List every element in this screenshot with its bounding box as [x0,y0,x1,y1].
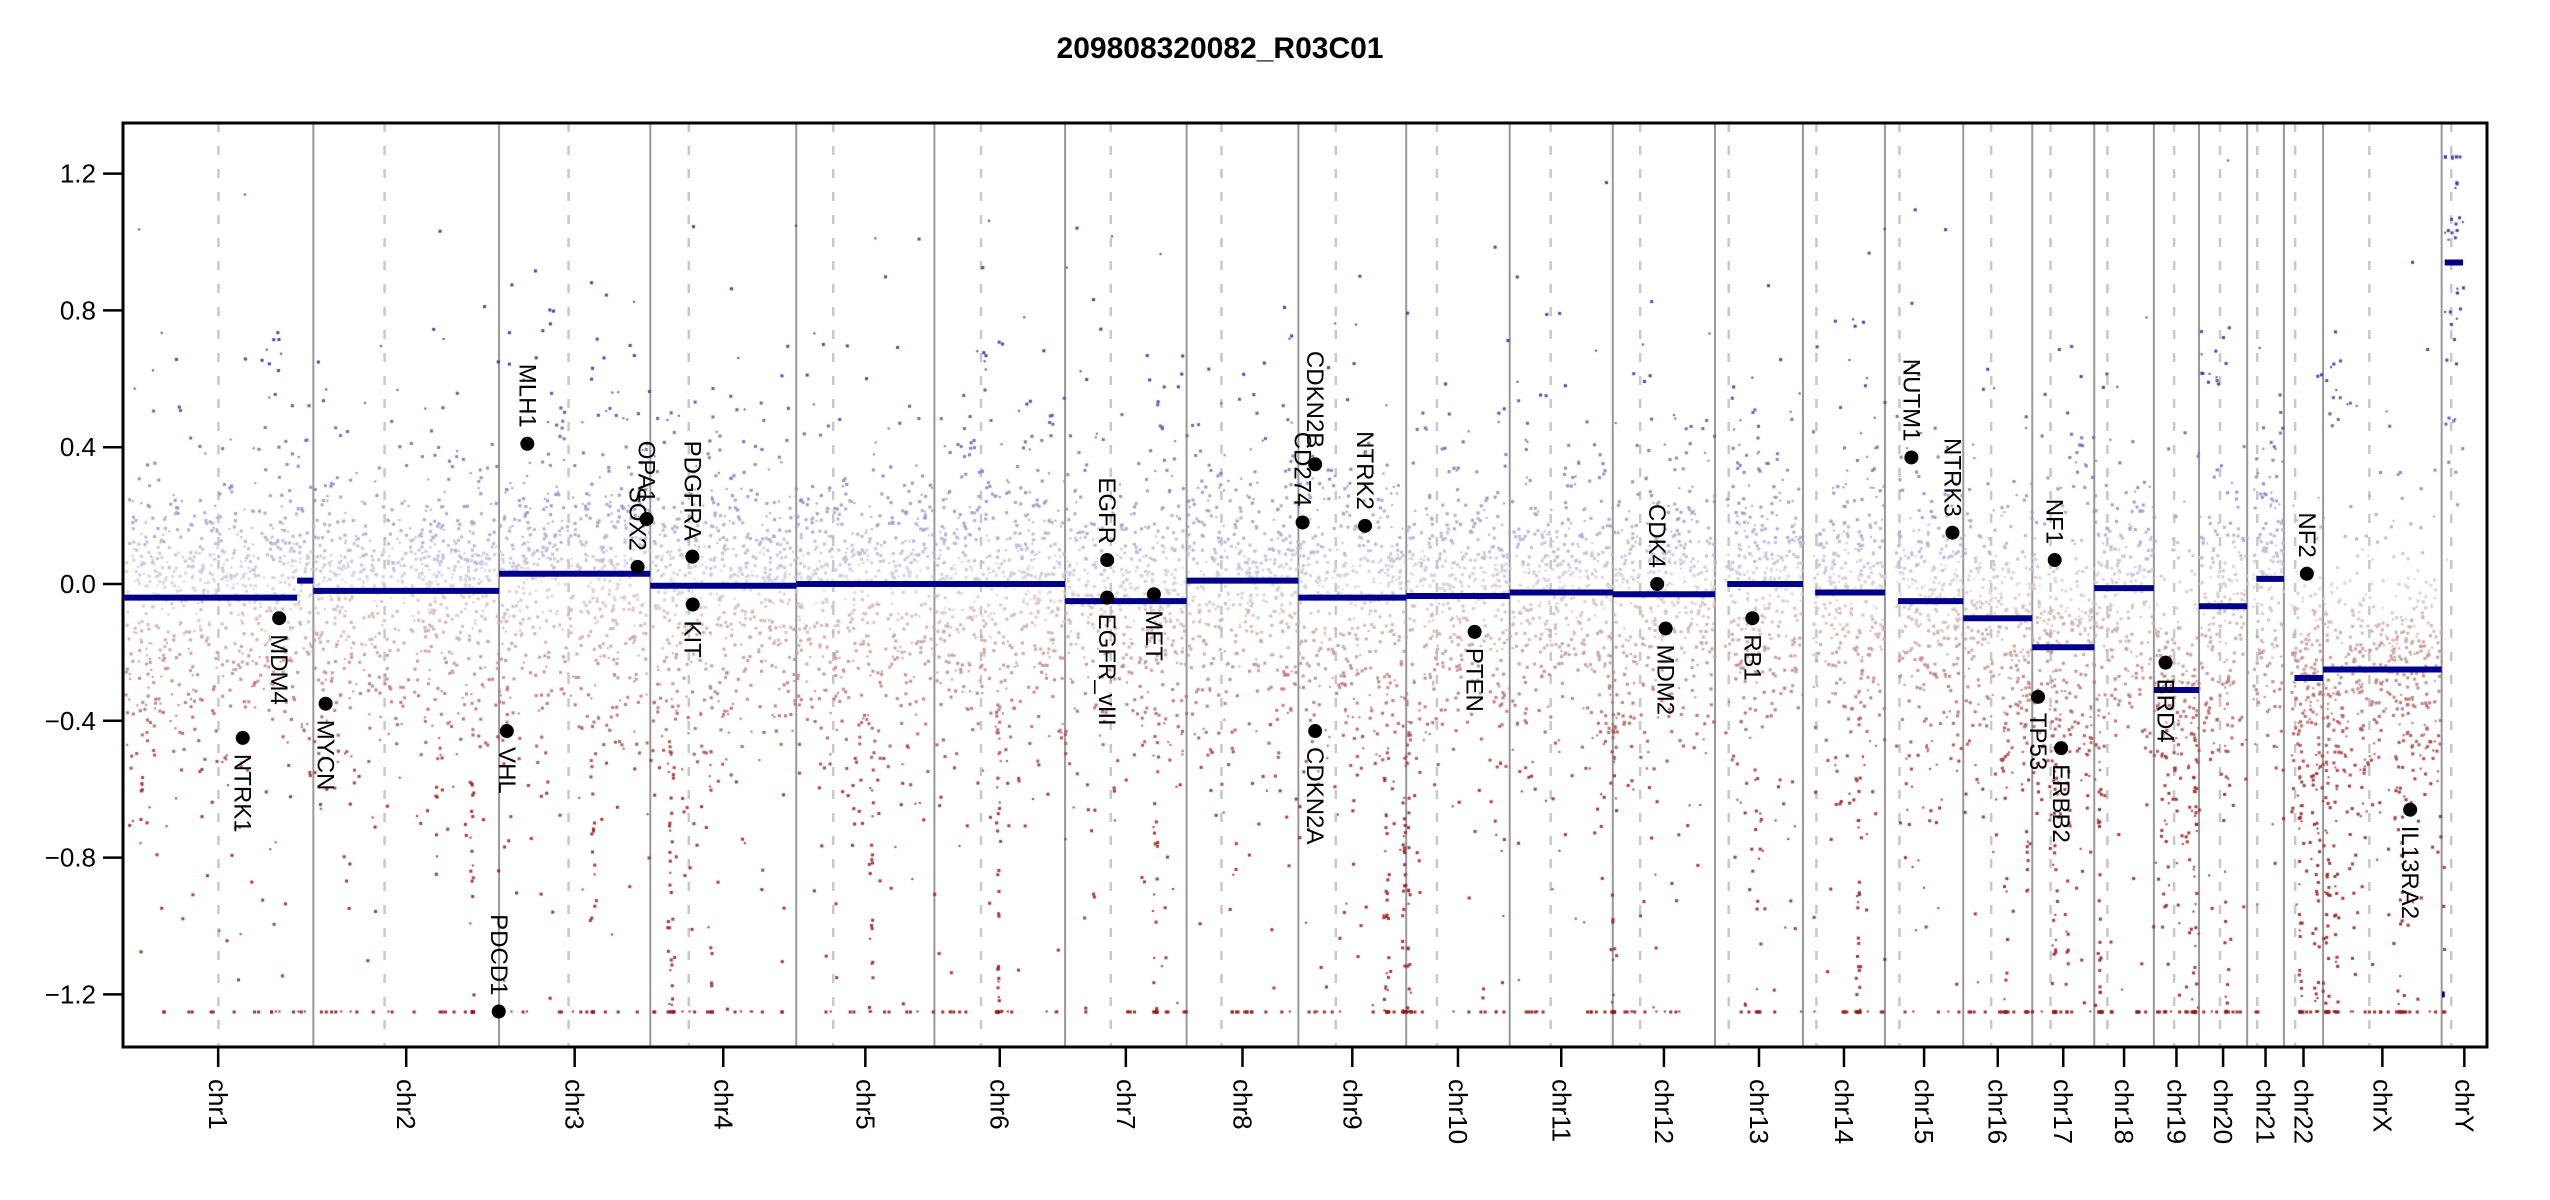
x-tick-label-chr13: chr13 [1744,1079,1774,1144]
gene-label-NTRK2: NTRK2 [1351,431,1378,510]
gene-label-NTRK1: NTRK1 [229,754,256,833]
gene-dot-TP53 [2031,689,2046,704]
x-tick-label-chr9: chr9 [1337,1079,1367,1130]
gene-label-NTRK3: NTRK3 [1938,438,1965,517]
plot-title: 209808320082_R03C01 [1057,32,1384,65]
x-tick-label-chrY: chrY [2449,1079,2479,1132]
gene-dot-CDKN2A [1308,724,1323,739]
gene-dot-NTRK1 [235,730,250,745]
x-tick-label-chr10: chr10 [1443,1079,1473,1144]
gene-dot-EGFR [1100,553,1115,568]
x-tick-label-chr20: chr20 [2208,1079,2238,1144]
gene-dot-CD274 [1295,515,1310,530]
y-tick-label-−0.8: −0.8 [45,843,96,873]
gene-label-RB1: RB1 [1738,634,1765,681]
gene-dot-IL13RA2 [2403,802,2418,817]
gene-dot-MDM4 [272,611,287,626]
plot-frame [121,121,2489,1049]
gene-dot-EGFR_vIII [1100,590,1115,605]
gene-label-MET: MET [1140,610,1167,661]
y-tick-label-−1.2: −1.2 [45,979,96,1009]
gene-dot-SOX2 [630,559,645,574]
x-tick-label-chr7: chr7 [1111,1079,1141,1130]
gene-dot-NF2 [2299,566,2314,581]
gene-dot-CDKN2B [1308,457,1323,472]
gene-label-PDGFRA: PDGFRA [678,441,705,541]
gene-label-CDK4: CDK4 [1643,504,1670,568]
gene-dot-VHL [499,724,514,739]
x-tick-label-chr17: chr17 [2048,1079,2078,1144]
gene-dot-MET [1146,587,1161,602]
gene-dot-MYCN [318,696,333,711]
gene-dot-OPA1 [639,512,654,527]
gene-label-BRD4: BRD4 [2152,679,2179,743]
gene-dot-MLH1 [520,436,535,451]
gene-label-CDKN2B: CDKN2B [1301,351,1328,448]
gene-label-NF1: NF1 [2041,499,2068,544]
gene-label-TP53: TP53 [2024,713,2051,770]
gene-dot-PDGFRA [685,549,700,564]
gene-dot-PTEN [1467,624,1482,639]
gene-label-KIT: KIT [679,621,706,659]
gene-label-NF2: NF2 [2293,512,2320,557]
x-tick-label-chr21: chr21 [2251,1079,2281,1144]
x-tick-label-chrX: chrX [2367,1079,2397,1132]
gene-dot-NTRK3 [1945,525,1960,540]
gene-dot-MDM2 [1658,621,1673,636]
gene-dot-NTRK2 [1358,518,1373,533]
x-tick-label-chr2: chr2 [391,1079,421,1130]
x-tick-label-chr18: chr18 [2109,1079,2139,1144]
gene-label-CDKN2A: CDKN2A [1301,747,1328,844]
gene-label-IL13RA2: IL13RA2 [2396,826,2423,919]
x-tick-label-chr19: chr19 [2161,1079,2191,1144]
gene-label-PDCD1: PDCD1 [485,914,512,995]
gene-label-OPA1: OPA1 [633,441,660,503]
gene-label-NUTM1: NUTM1 [1897,359,1924,442]
x-tick-label-chr12: chr12 [1649,1079,1679,1144]
gene-dot-CDK4 [1650,577,1665,591]
gene-label-VHL: VHL [493,747,520,794]
y-tick-label-0.0: 0.0 [60,569,96,599]
y-tick-label-0.4: 0.4 [60,432,96,462]
x-tick-label-chr15: chr15 [1909,1079,1939,1144]
x-tick-label-chr11: chr11 [1546,1079,1576,1142]
gene-dot-BRD4 [2158,655,2173,670]
gene-dot-ERBB2 [2054,741,2069,756]
gene-label-MYCN: MYCN [312,720,339,791]
gene-dot-NF1 [2047,553,2062,568]
gene-label-EGFR_vIII: EGFR_vIII [1093,614,1120,726]
x-tick-label-chr22: chr22 [2289,1079,2319,1144]
x-tick-label-chr16: chr16 [1983,1079,2013,1144]
x-tick-label-chr3: chr3 [560,1079,590,1130]
gene-label-MDM2: MDM2 [1652,644,1679,715]
x-tick-label-chr8: chr8 [1227,1079,1257,1130]
gene-label-ERBB2: ERBB2 [2047,764,2074,843]
gene-dot-NUTM1 [1904,450,1919,465]
gene-label-EGFR: EGFR [1093,477,1120,544]
x-tick-label-chr1: chr1 [203,1079,233,1130]
gene-label-MDM4: MDM4 [265,634,292,705]
gene-dot-KIT [685,597,700,612]
gene-dot-RB1 [1745,611,1760,626]
x-tick-label-chr14: chr14 [1829,1079,1859,1144]
y-tick-label-−0.4: −0.4 [45,706,96,736]
x-tick-label-chr5: chr5 [850,1079,880,1130]
gene-dot-PDCD1 [491,1004,506,1019]
x-tick-label-chr4: chr4 [708,1079,738,1130]
gene-label-MLH1: MLH1 [513,364,540,428]
y-tick-label-1.2: 1.2 [60,159,96,189]
y-tick-label-0.8: 0.8 [60,295,96,325]
x-tick-label-chr6: chr6 [985,1079,1015,1130]
gene-label-PTEN: PTEN [1461,648,1488,712]
